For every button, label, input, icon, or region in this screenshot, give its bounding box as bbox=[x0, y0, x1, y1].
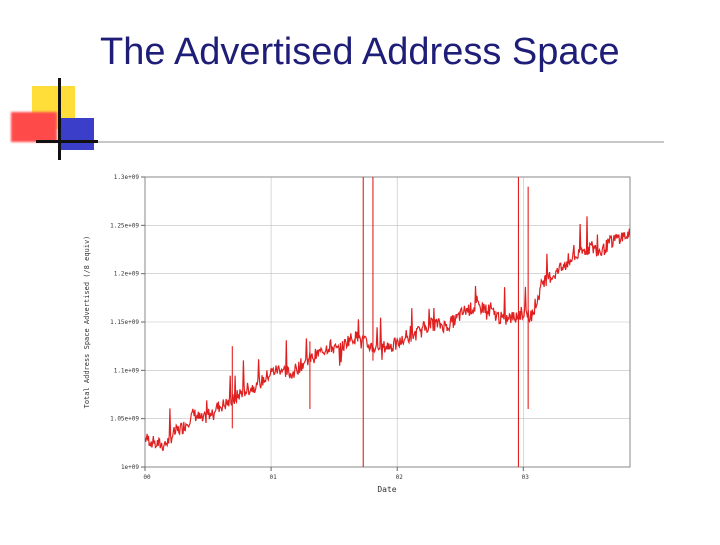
x-tick-label: 01 bbox=[269, 474, 277, 481]
decorative-vertical-line bbox=[58, 78, 61, 160]
decorative-red-square bbox=[11, 112, 57, 142]
x-axis-label: Date bbox=[377, 485, 396, 494]
x-tick-label: 02 bbox=[396, 474, 404, 481]
y-tick-label: 1.2e+09 bbox=[114, 271, 140, 278]
y-tick-label: 1.15e+09 bbox=[110, 319, 139, 326]
x-tick-label: 03 bbox=[522, 474, 530, 481]
series-line bbox=[145, 216, 630, 452]
page-title: The Advertised Address Space bbox=[100, 31, 620, 73]
axes: 1e+09 1.05e+09 1.1e+09 1.15e+09 1.2e+09 1.25e… bbox=[110, 174, 631, 481]
decorative-blue-square bbox=[60, 118, 94, 150]
decorative-horizontal-line bbox=[36, 140, 98, 143]
y-tick-label: 1.3e+09 bbox=[114, 174, 140, 181]
x-tick-label: 00 bbox=[143, 474, 151, 481]
y-axis-label: Total Address Space Advertised (/8 equiv… bbox=[83, 236, 91, 409]
y-tick-label: 1.05e+09 bbox=[110, 416, 139, 423]
y-tick-label: 1e+09 bbox=[121, 464, 139, 471]
series-layer bbox=[145, 177, 630, 467]
title-underline bbox=[98, 141, 664, 143]
y-tick-label: 1.25e+09 bbox=[110, 222, 139, 229]
grid-lines bbox=[144, 176, 630, 468]
y-tick-label: 1.1e+09 bbox=[114, 367, 140, 374]
